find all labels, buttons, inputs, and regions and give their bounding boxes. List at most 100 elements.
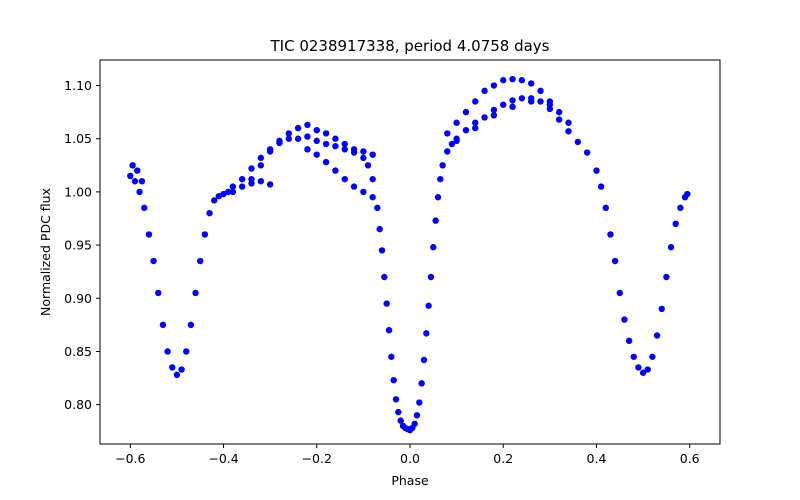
data-point <box>583 149 591 156</box>
data-point <box>192 289 199 297</box>
y-tick-label: 0.80 <box>64 397 92 412</box>
data-point <box>453 137 460 145</box>
data-point <box>672 220 679 228</box>
data-point <box>528 98 535 105</box>
data-point <box>630 353 637 360</box>
data-point <box>364 162 372 169</box>
data-point <box>667 244 675 251</box>
data-point <box>197 257 204 265</box>
data-point <box>420 356 428 364</box>
data-point <box>388 353 395 360</box>
data-point <box>472 124 479 132</box>
data-point <box>565 119 572 126</box>
data-point <box>294 124 302 132</box>
data-point <box>285 135 292 142</box>
data-point <box>621 316 628 323</box>
data-point <box>266 181 274 188</box>
data-point <box>313 137 320 145</box>
data-point <box>639 369 647 376</box>
data-point <box>360 188 367 196</box>
data-point <box>238 175 246 183</box>
data-point <box>257 154 265 162</box>
data-point <box>381 273 388 281</box>
data-point <box>206 209 213 217</box>
data-point <box>677 204 684 212</box>
data-point <box>472 119 479 126</box>
data-point <box>500 101 507 108</box>
x-tick-label: 0.4 <box>587 451 607 466</box>
data-point <box>225 188 232 196</box>
data-point <box>397 417 404 424</box>
x-tick-label: −0.2 <box>302 451 332 466</box>
data-point <box>611 257 619 265</box>
data-point <box>555 116 563 123</box>
data-point <box>444 148 451 155</box>
data-point <box>490 112 498 119</box>
data-point <box>332 142 339 150</box>
data-point <box>155 289 162 297</box>
data-point <box>131 178 139 185</box>
data-point <box>127 172 134 180</box>
data-point <box>350 146 358 153</box>
data-point <box>500 77 507 84</box>
data-point <box>187 321 195 329</box>
data-point <box>376 225 383 233</box>
data-point <box>229 188 237 196</box>
data-point <box>444 130 451 137</box>
x-tick-label: 0.6 <box>680 451 700 466</box>
data-point <box>201 231 209 238</box>
data-point <box>528 80 535 87</box>
y-tick-label: 1.00 <box>64 184 92 199</box>
data-point <box>653 332 661 339</box>
data-point <box>136 188 143 196</box>
data-point <box>332 135 339 142</box>
data-point <box>150 257 157 265</box>
data-point <box>134 167 141 174</box>
data-point <box>145 231 153 238</box>
y-axis-label: Normalized PDC flux <box>38 188 53 316</box>
data-point <box>322 158 330 166</box>
data-point <box>257 178 265 185</box>
data-point <box>472 98 479 105</box>
chart-title: TIC 0238917338, period 4.0758 days <box>269 37 549 55</box>
data-point <box>341 175 348 183</box>
data-point <box>169 364 176 371</box>
data-point <box>490 106 498 114</box>
data-point <box>390 376 397 384</box>
data-point <box>509 103 516 111</box>
data-point <box>276 137 283 145</box>
data-point <box>448 140 456 148</box>
x-tick-label: 0.0 <box>400 451 420 466</box>
data-point <box>257 162 265 169</box>
data-point <box>462 127 470 134</box>
data-point <box>248 165 255 172</box>
data-point <box>411 420 418 427</box>
data-point <box>434 194 442 201</box>
data-point <box>294 135 302 142</box>
data-point <box>285 130 292 137</box>
data-point <box>509 75 516 83</box>
data-point <box>546 101 554 108</box>
data-point <box>439 162 446 169</box>
data-point <box>425 302 432 309</box>
x-tick-label: −0.6 <box>115 451 145 466</box>
data-point <box>490 82 498 89</box>
data-point <box>423 330 430 337</box>
plot-frame <box>99 59 721 445</box>
data-point <box>555 108 563 116</box>
data-point <box>360 154 367 162</box>
data-point <box>304 121 311 129</box>
data-point <box>369 175 376 183</box>
data-point <box>159 321 167 329</box>
data-point <box>350 183 358 190</box>
data-point <box>481 87 488 95</box>
data-point <box>574 138 582 146</box>
data-point <box>658 305 665 313</box>
data-point <box>313 127 320 134</box>
data-point <box>625 337 633 345</box>
data-point <box>164 348 171 355</box>
data-point <box>229 183 237 190</box>
data-point <box>649 353 656 360</box>
data-point <box>322 130 330 137</box>
